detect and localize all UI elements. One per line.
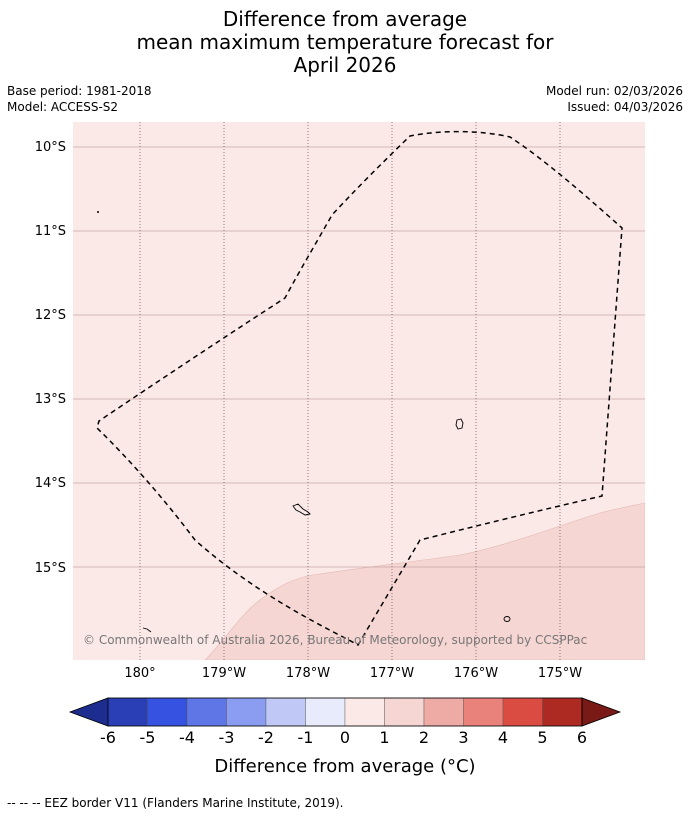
lon-label: 177°W [370, 666, 414, 681]
colorbar-tick-label: -2 [258, 728, 274, 747]
colorbar-tick-label: 5 [537, 728, 547, 747]
title-line-2: mean maximum temperature forecast for [136, 30, 554, 54]
colorbar-segment [305, 697, 346, 727]
colorbar-arrow-low [68, 697, 109, 727]
model-name: Model: ACCESS-S2 [7, 100, 119, 114]
colorbar-segment [107, 697, 148, 727]
colorbar-tick-label: 1 [379, 728, 389, 747]
longitude-labels: 180° 179°W 178°W 177°W 176°W 175°W [124, 666, 582, 681]
colorbar-segment [542, 697, 583, 727]
title-line-1: Difference from average [222, 7, 468, 31]
colorbar-tick-labels: -6 -5 -4 -3 -2 -1 0 1 2 3 4 5 6 [100, 728, 587, 747]
latitude-gridlines [73, 146, 645, 568]
copyright-text: © Commonwealth of Australia 2026, Bureau… [83, 633, 587, 647]
colorbar-segment [423, 697, 464, 727]
colorbar-tick-label: 4 [498, 728, 508, 747]
colorbar-segment [186, 697, 227, 727]
colorbar-tick-label: 2 [419, 728, 429, 747]
forecast-map: © Commonwealth of Australia 2026, Bureau… [35, 122, 645, 777]
colorbar-segment [463, 697, 504, 727]
lat-label: 14°S [35, 476, 66, 491]
lon-label: 180° [124, 666, 155, 681]
colorbar-tick-label: -1 [298, 728, 314, 747]
colorbar-tick-label: -5 [140, 728, 156, 747]
colorbar-tick-label: 0 [340, 728, 350, 747]
issued-date: Issued: 04/03/2026 [567, 100, 683, 114]
colorbar-tick-label: -3 [219, 728, 235, 747]
title-line-3: April 2026 [293, 53, 397, 77]
lon-label: 179°W [202, 666, 246, 681]
warm-anomaly-region [204, 502, 645, 660]
colorbar-tick-label: 3 [458, 728, 468, 747]
island-shape [455, 418, 464, 430]
meta-right: Model run: 02/03/2026 Issued: 04/03/2026 [546, 83, 683, 115]
eez-footnote: -- -- -- EEZ border V11 (Flanders Marine… [7, 796, 344, 810]
map-title: Difference from average mean maximum tem… [0, 8, 690, 77]
colorbar-segment [384, 697, 425, 727]
lon-label: 178°W [286, 666, 330, 681]
meta-left: Base period: 1981-2018 Model: ACCESS-S2 [7, 83, 152, 115]
lat-label: 15°S [35, 561, 66, 576]
colorbar-tick-label: -6 [100, 728, 116, 747]
model-run: Model run: 02/03/2026 [545, 84, 683, 98]
colorbar-tick-label: -4 [179, 728, 195, 747]
colorbar-segment [226, 697, 267, 727]
colorbar-segment [147, 697, 188, 727]
colorbar-title: Difference from average (°C) [214, 756, 475, 777]
colorbar [68, 697, 622, 727]
colorbar-tick-label: 6 [577, 728, 587, 747]
colorbar-arrow-high [581, 697, 622, 727]
island-shape [503, 616, 511, 622]
island-shape [292, 503, 311, 516]
lat-label: 10°S [35, 140, 66, 155]
colorbar-segment [502, 697, 543, 727]
lat-label: 12°S [35, 308, 66, 323]
lat-label: 13°S [35, 392, 66, 407]
islands [142, 418, 511, 633]
latitude-labels: 10°S 11°S 12°S 13°S 14°S 15°S [35, 140, 66, 576]
lon-label: 175°W [538, 666, 582, 681]
island-shape [142, 627, 152, 633]
lat-label: 11°S [35, 224, 66, 239]
colorbar-segment [265, 697, 306, 727]
colorbar-outline [107, 697, 583, 727]
island-dot [97, 211, 99, 213]
base-period: Base period: 1981-2018 [7, 84, 152, 98]
eez-border-line [96, 130, 623, 647]
colorbar-segment [344, 697, 385, 727]
lon-label: 176°W [454, 666, 498, 681]
